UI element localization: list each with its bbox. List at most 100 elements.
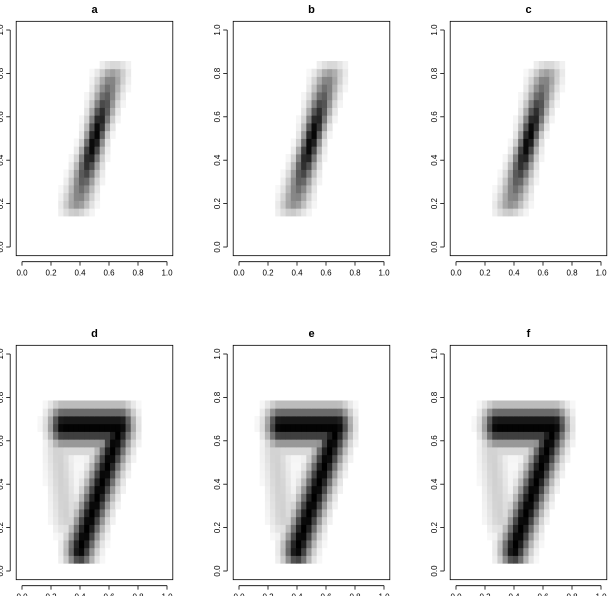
y-tick-label: 0.4 bbox=[213, 478, 222, 490]
heatmap-cell bbox=[73, 423, 80, 432]
heatmap-cell bbox=[512, 161, 519, 170]
heatmap-cell bbox=[295, 470, 302, 479]
heatmap-cell bbox=[280, 485, 287, 494]
heatmap-cell bbox=[518, 540, 524, 549]
heatmap-cell bbox=[471, 416, 478, 425]
heatmap-cell bbox=[47, 509, 54, 518]
heatmap-cell bbox=[125, 68, 132, 77]
y-tick-label: 0.0 bbox=[430, 241, 439, 253]
heatmap-cell bbox=[306, 99, 312, 108]
y-tick-label: 1.0 bbox=[0, 24, 5, 36]
heatmap-cell bbox=[73, 154, 80, 163]
heatmap-cell bbox=[512, 123, 519, 132]
heatmap-cell bbox=[259, 462, 266, 471]
heatmap-cell bbox=[78, 501, 85, 510]
heatmap-cell bbox=[84, 555, 90, 564]
heatmap-cell bbox=[110, 99, 116, 108]
heatmap-cell bbox=[347, 423, 354, 432]
heatmap-cell bbox=[290, 501, 297, 510]
heatmap-cell bbox=[84, 99, 90, 108]
heatmap-cell bbox=[264, 447, 271, 456]
heatmap-cell bbox=[311, 447, 318, 456]
heatmap-cell bbox=[264, 485, 271, 494]
heatmap-cell bbox=[94, 68, 101, 77]
heatmap-cell bbox=[301, 493, 307, 502]
heatmap-cell bbox=[321, 485, 328, 494]
heatmap-cell bbox=[94, 161, 101, 170]
heatmap-cell bbox=[497, 454, 504, 463]
heatmap-cell bbox=[311, 177, 318, 186]
heatmap-cell bbox=[492, 516, 498, 525]
heatmap-cell bbox=[295, 540, 302, 549]
heatmap-cell bbox=[290, 185, 297, 194]
heatmap-cell bbox=[104, 501, 111, 510]
heatmap-cell bbox=[481, 501, 488, 510]
heatmap-cell bbox=[538, 532, 545, 541]
heatmap-cell bbox=[342, 84, 349, 93]
heatmap-cell bbox=[512, 423, 519, 432]
heatmap-cell bbox=[275, 431, 281, 440]
heatmap-cell bbox=[497, 547, 504, 556]
heatmap-cell bbox=[63, 185, 70, 194]
heatmap-cell bbox=[125, 431, 132, 440]
heatmap-cell bbox=[321, 61, 328, 70]
heatmap-cell bbox=[306, 68, 312, 77]
heatmap-cell bbox=[89, 532, 95, 541]
heatmap-cell bbox=[295, 462, 302, 471]
heatmap-cell bbox=[518, 169, 524, 178]
heatmap-cell bbox=[528, 138, 535, 147]
y-tick-label: 0.2 bbox=[213, 521, 222, 533]
heatmap-cell bbox=[544, 485, 550, 494]
heatmap-cell bbox=[58, 516, 64, 525]
heatmap-cell bbox=[518, 485, 524, 494]
heatmap-cell bbox=[507, 524, 514, 533]
heatmap-cell bbox=[99, 161, 106, 170]
heatmap-cell bbox=[533, 115, 540, 124]
heatmap-cell bbox=[94, 439, 101, 448]
heatmap-cell bbox=[311, 185, 318, 194]
heatmap-cell bbox=[120, 431, 126, 440]
heatmap-cell bbox=[73, 485, 80, 494]
heatmap-cell bbox=[533, 547, 540, 556]
heatmap-cell bbox=[84, 92, 90, 101]
y-tick-label: 0.6 bbox=[213, 111, 222, 123]
heatmap-cell bbox=[528, 470, 535, 479]
heatmap-cell bbox=[104, 423, 111, 432]
heatmap-cell bbox=[337, 447, 343, 456]
heatmap-cell bbox=[327, 485, 333, 494]
heatmap-cell bbox=[264, 470, 271, 479]
heatmap-cell bbox=[533, 462, 540, 471]
panel-f: f0.00.20.40.60.81.00.00.20.40.60.81.0 bbox=[430, 328, 608, 601]
heatmap-cell bbox=[94, 493, 101, 502]
heatmap-cell bbox=[99, 107, 106, 116]
heatmap-cell bbox=[507, 478, 514, 487]
heatmap-cell bbox=[316, 509, 323, 518]
heatmap-cell bbox=[476, 447, 483, 456]
heatmap-cell bbox=[99, 439, 106, 448]
heatmap-cell bbox=[94, 478, 101, 487]
heatmap-cell bbox=[512, 439, 519, 448]
heatmap-cell bbox=[306, 84, 312, 93]
heatmap-cell bbox=[306, 532, 312, 541]
heatmap-cell bbox=[115, 493, 121, 502]
heatmap-cell bbox=[104, 462, 111, 471]
heatmap-cell bbox=[99, 138, 106, 147]
heatmap-cell bbox=[476, 439, 483, 448]
heatmap-cell bbox=[125, 416, 132, 425]
heatmap-cell bbox=[321, 146, 328, 155]
heatmap-cell bbox=[295, 524, 302, 533]
heatmap-cell bbox=[316, 462, 323, 471]
heatmap-cell bbox=[84, 115, 90, 124]
heatmap-cell bbox=[321, 516, 328, 525]
heatmap-cell bbox=[544, 431, 550, 440]
heatmap-cell bbox=[332, 400, 338, 409]
heatmap-cell bbox=[73, 447, 80, 456]
heatmap-cell bbox=[528, 177, 535, 186]
heatmap-cell bbox=[512, 400, 519, 409]
heatmap-cell bbox=[538, 146, 545, 155]
heatmap-cell bbox=[301, 555, 307, 564]
heatmap-cell bbox=[73, 524, 80, 533]
heatmap-cell bbox=[42, 462, 49, 471]
